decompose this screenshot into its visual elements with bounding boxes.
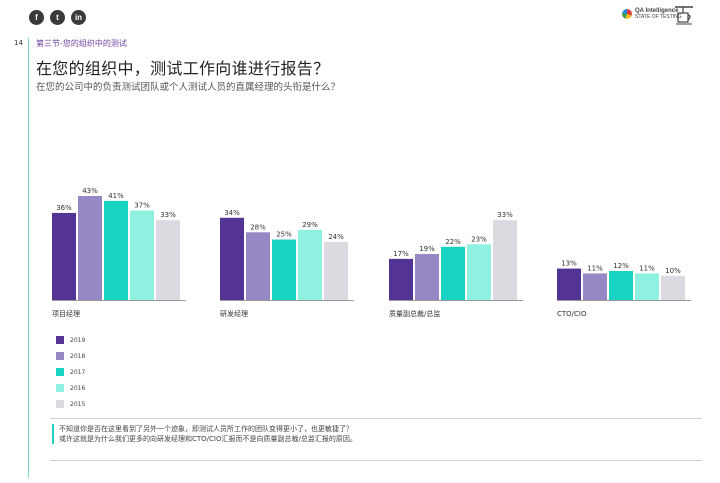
tea-time-logo-icon — [675, 6, 693, 25]
data-label: 24% — [328, 233, 344, 241]
bar — [104, 200, 128, 300]
note-bottom-divider — [50, 460, 702, 461]
data-label: 22% — [445, 238, 461, 246]
data-label: 10% — [665, 267, 681, 275]
legend-swatch — [56, 368, 64, 376]
data-label: 25% — [276, 231, 292, 239]
data-label: 43% — [82, 187, 98, 195]
legend-label: 2018 — [70, 352, 86, 360]
category-label: 研发经理 — [220, 309, 248, 318]
social-links: f t in — [29, 10, 86, 25]
data-label: 23% — [471, 235, 487, 243]
data-label: 11% — [587, 264, 603, 272]
legend-item-2018: 2018 — [56, 348, 85, 364]
data-label: 19% — [419, 245, 435, 253]
bar — [78, 196, 102, 300]
note-line-2: 或许这就是为什么我们更多的向研发经理和CTO/CIO汇报而不是向质量副总裁/总监… — [59, 435, 357, 443]
section-label: 第三节-您的组织中的测试 — [36, 39, 127, 48]
legend-item-2016: 2016 — [56, 380, 85, 396]
data-label: 29% — [302, 221, 318, 229]
legend-label: 2019 — [70, 336, 86, 344]
bar-chart: 36% 43% 41% 37% 33% 项目经理 34% 28% 25% 29% 24% 研发经理 17… — [52, 187, 691, 318]
data-label: 33% — [160, 211, 176, 219]
note-top-divider — [50, 418, 702, 419]
data-label: 36% — [56, 204, 72, 212]
bar — [467, 244, 491, 300]
bar — [220, 217, 244, 300]
callout-note: 不知道你是否在这里看到了另外一个迹象，即测试人员所工作的团队变得更小了，也更敏捷… — [52, 424, 357, 444]
data-label: 13% — [561, 260, 577, 268]
note-line-1: 不知道你是否在这里看到了另外一个迹象，即测试人员所工作的团队变得更小了，也更敏捷… — [59, 425, 353, 433]
logo-name: QA Intelligence — [635, 8, 679, 14]
bar — [609, 270, 633, 300]
bar — [493, 220, 517, 300]
data-label: 33% — [497, 211, 513, 219]
left-accent-line — [28, 38, 29, 478]
legend-label: 2015 — [70, 400, 86, 408]
bar — [415, 254, 439, 300]
data-label: 41% — [108, 192, 124, 200]
data-label: 12% — [613, 262, 629, 270]
category-label: 质量副总裁/总监 — [389, 309, 440, 318]
bar — [52, 212, 76, 300]
bar — [324, 241, 348, 300]
data-label: 17% — [393, 250, 409, 258]
bar — [557, 268, 581, 300]
page-title: 在您的组织中，测试工作向谁进行报告？ — [36, 59, 330, 78]
category-label: 项目经理 — [52, 309, 80, 318]
legend-item-2017: 2017 — [56, 364, 85, 380]
facebook-icon[interactable]: f — [29, 10, 44, 25]
bar — [389, 258, 413, 300]
qa-intelligence-logo: QA Intelligence STATE OF TESTING — [622, 8, 682, 20]
page-number: 14 — [14, 39, 23, 47]
data-label: 11% — [639, 264, 655, 272]
legend-label: 2017 — [70, 368, 86, 376]
logo-tagline: STATE OF TESTING — [635, 14, 682, 20]
legend-item-2019: 2019 — [56, 332, 85, 348]
legend-label: 2016 — [70, 384, 86, 392]
legend-swatch — [56, 336, 64, 344]
legend-swatch — [56, 400, 64, 408]
bar — [130, 210, 154, 300]
bar — [441, 246, 465, 300]
data-label: 28% — [250, 223, 266, 231]
bar — [246, 232, 270, 300]
legend-swatch — [56, 352, 64, 360]
bar — [272, 239, 296, 300]
bar — [298, 229, 322, 300]
data-label: 37% — [134, 202, 150, 210]
legend-item-2015: 2015 — [56, 396, 85, 412]
bar — [583, 273, 607, 300]
bar — [156, 220, 180, 300]
page-subtitle: 在您的公司中的负责测试团队或个人测试人员的直属经理的头衔是什么？ — [36, 82, 341, 93]
chart-legend: 2019 2018 2017 2016 2015 — [56, 332, 85, 412]
bar — [661, 275, 685, 300]
data-label: 34% — [224, 209, 240, 217]
linkedin-icon[interactable]: in — [71, 10, 86, 25]
twitter-icon[interactable]: t — [50, 10, 65, 25]
category-label: CTO/CIO — [557, 310, 587, 318]
bar — [635, 273, 659, 300]
legend-swatch — [56, 384, 64, 392]
logo-mark-icon — [622, 9, 632, 19]
